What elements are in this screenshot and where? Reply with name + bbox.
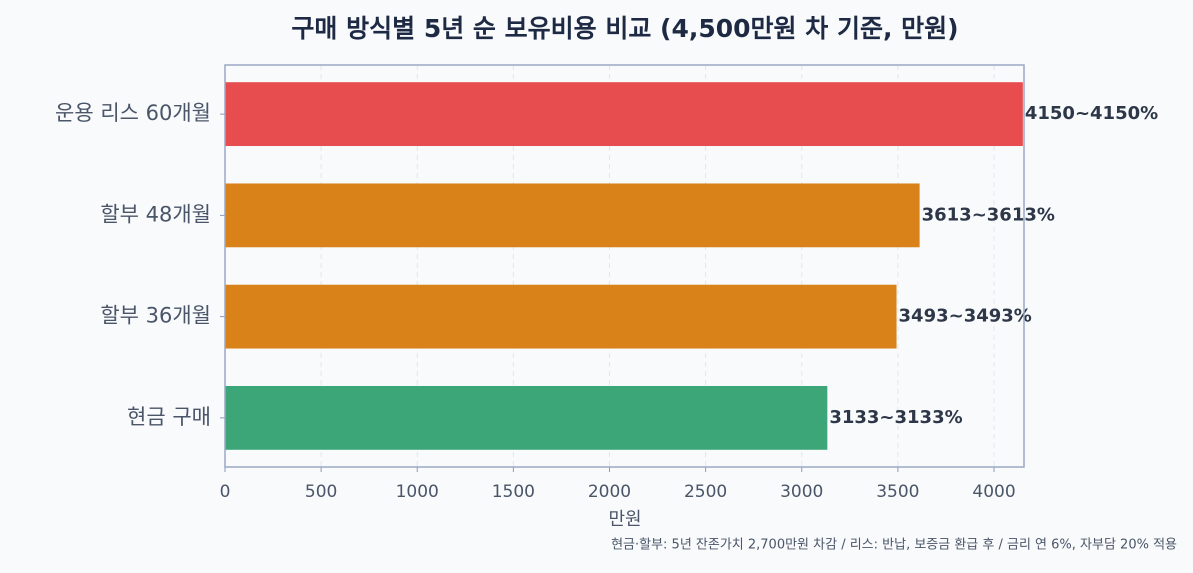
x-tick-label: 500	[305, 482, 337, 502]
bar	[225, 385, 828, 450]
x-axis-label: 만원	[608, 509, 641, 530]
x-tick-label: 2000	[588, 482, 631, 502]
footnote: 현금·할부: 5년 잔존가치 2,700만원 차감 / 리스: 반납, 보증금 …	[611, 538, 1177, 553]
bar	[225, 82, 1023, 147]
y-tick-label: 운용 리스 60개월	[55, 101, 211, 125]
x-tick-label: 4000	[972, 482, 1015, 502]
bar	[225, 284, 897, 349]
x-tick-label: 2500	[684, 482, 727, 502]
y-tick-label: 할부 48개월	[100, 202, 211, 226]
bar	[225, 183, 920, 248]
y-tick-label: 할부 36개월	[100, 304, 211, 328]
chart-title: 구매 방식별 5년 순 보유비용 비교 (4,500만원 차 기준, 만원)	[291, 14, 958, 43]
x-tick-label: 0	[220, 482, 231, 502]
value-label: 3493~3493%	[899, 306, 1032, 327]
x-tick-label: 3500	[876, 482, 919, 502]
x-tick-label: 1500	[492, 482, 535, 502]
x-tick-label: 1000	[396, 482, 439, 502]
value-label: 3133~3133%	[829, 407, 962, 428]
x-tick-label: 3000	[780, 482, 823, 502]
value-label: 4150~4150%	[1025, 103, 1158, 124]
plot-frame	[224, 64, 1025, 468]
y-tick-label: 현금 구매	[127, 405, 211, 429]
value-label: 3613~3613%	[922, 204, 1055, 225]
